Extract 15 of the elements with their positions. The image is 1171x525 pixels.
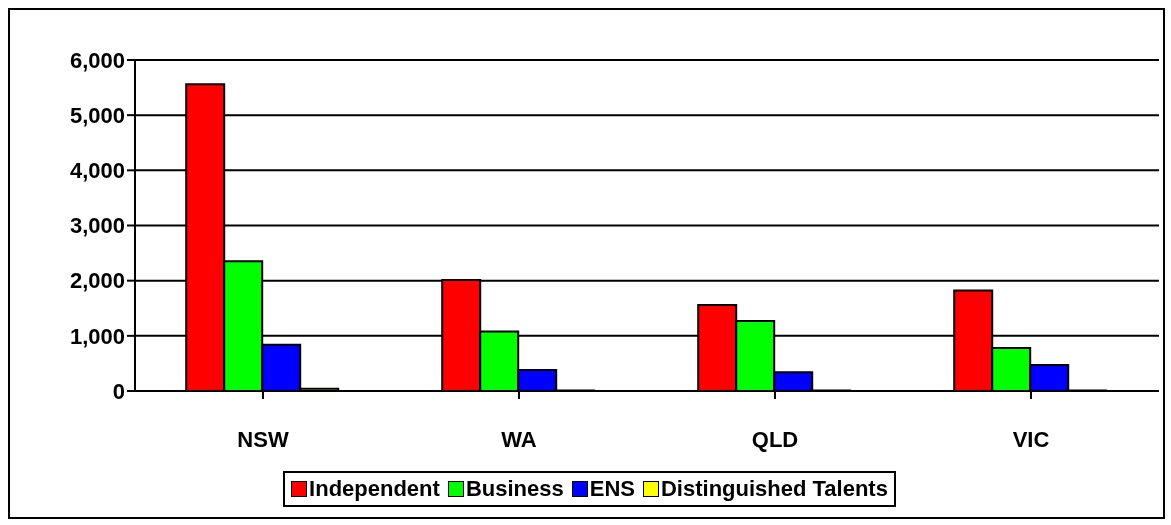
legend-label: Independent [309,476,440,502]
legend-label: Business [465,476,564,502]
y-tick-label: 4,000 [69,158,125,184]
y-tick-label: 3,000 [69,213,125,239]
x-tick-label: QLD [751,426,799,452]
x-tick-label: VIC [1012,426,1050,452]
legend-label: ENS [589,476,635,502]
x-tick-label: NSW [237,426,289,452]
y-tick-label: 2,000 [69,268,125,294]
legend-label: Distinguished Talents [660,476,888,502]
y-tick-label: 6,000 [69,47,125,73]
x-tick-label: WA [501,426,537,452]
y-tick-label: 1,000 [69,323,125,349]
y-tick-label: 5,000 [69,102,125,128]
y-tick-label: 0 [112,378,125,404]
